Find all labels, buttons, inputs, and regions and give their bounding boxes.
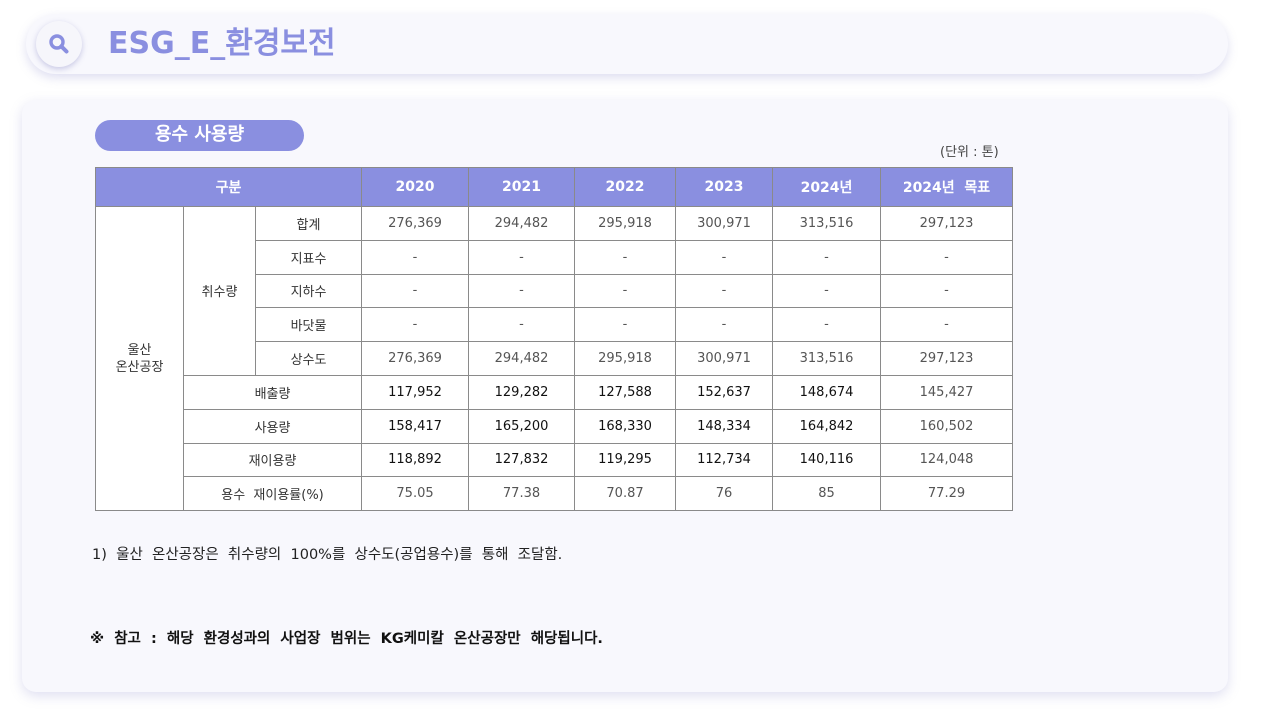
table-cell: 127,588 bbox=[574, 374, 677, 410]
page-title: ESG_E_환경보전 bbox=[108, 26, 336, 61]
table-cell: 297,123 bbox=[880, 341, 1014, 376]
footnote: 1) 울산 온산공장은 취수량의 100%를 상수도(공업용수)를 통해 조달함… bbox=[92, 547, 563, 563]
table-cell: 276,369 bbox=[361, 341, 470, 376]
header-year: 2021 bbox=[468, 167, 576, 207]
row-label: 용수 재이용률(%) bbox=[182, 476, 363, 512]
table-row: 사용량 158,417 165,200 168,330 148,334 164,… bbox=[96, 408, 1014, 444]
table-cell: - bbox=[468, 307, 576, 343]
table-cell: 77.29 bbox=[880, 476, 1014, 512]
table-cell: 70.87 bbox=[574, 476, 677, 512]
table-cell: 119,295 bbox=[574, 442, 677, 478]
table-cell: 276,369 bbox=[361, 206, 470, 241]
water-usage-table: 구분 2020 2021 2022 2023 2024년 2024년 목표 울산… bbox=[94, 167, 1014, 512]
content-card: 용수 사용량 (단위 : 톤) 구분 2020 2021 2022 2023 2… bbox=[22, 100, 1228, 692]
header-category: 구분 bbox=[94, 167, 363, 207]
table-cell: 164,842 bbox=[772, 408, 882, 444]
table-cell: - bbox=[675, 273, 774, 309]
row-label: 사용량 bbox=[182, 408, 363, 444]
table-cell: - bbox=[361, 307, 470, 343]
table-row: 울산 온산공장 취수량 합계 276,369 294,482 295,918 3… bbox=[95, 205, 1014, 512]
reference-note: ※ 참고 : 해당 환경성과의 사업장 범위는 KG케미칼 온산공장만 해당됩니… bbox=[90, 631, 603, 647]
row-label: 배출량 bbox=[182, 374, 363, 410]
header-year: 2023 bbox=[675, 167, 774, 207]
row-label: 재이용량 bbox=[182, 442, 363, 478]
row-label: 지표수 bbox=[254, 239, 363, 275]
table-cell: 300,971 bbox=[675, 341, 774, 376]
section-title: 용수 사용량 bbox=[95, 120, 304, 151]
table-cell: 77.38 bbox=[468, 476, 576, 512]
table-cell: 76 bbox=[675, 476, 774, 512]
table-cell: 313,516 bbox=[772, 206, 882, 241]
table-cell: - bbox=[574, 307, 677, 343]
table-cell: 127,832 bbox=[468, 442, 576, 478]
table-cell: 117,952 bbox=[361, 374, 470, 410]
table-cell: - bbox=[468, 239, 576, 275]
table-row: 용수 재이용률(%) 75.05 77.38 70.87 76 85 77.29 bbox=[96, 476, 1014, 512]
table-cell: 145,427 bbox=[880, 374, 1014, 410]
table-cell: 168,330 bbox=[574, 408, 677, 444]
table-cell: 313,516 bbox=[772, 341, 882, 376]
row-label: 상수도 bbox=[254, 341, 363, 376]
table-cell: - bbox=[468, 273, 576, 309]
table-header-row: 구분 2020 2021 2022 2023 2024년 2024년 목표 bbox=[94, 167, 1014, 207]
table-cell: - bbox=[361, 239, 470, 275]
table-row: 재이용량 118,892 127,832 119,295 112,734 140… bbox=[96, 442, 1014, 478]
table-cell: - bbox=[361, 273, 470, 309]
table-cell: - bbox=[880, 273, 1014, 309]
header-year: 2024년 bbox=[772, 167, 882, 207]
table-cell: 148,674 bbox=[772, 374, 882, 410]
table-cell: 85 bbox=[772, 476, 882, 512]
table-cell: - bbox=[772, 273, 882, 309]
row-label: 지하수 bbox=[254, 273, 363, 309]
table-cell: 294,482 bbox=[468, 206, 576, 241]
row-label: 합계 bbox=[254, 206, 363, 241]
table-cell: 112,734 bbox=[675, 442, 774, 478]
table-cell: 129,282 bbox=[468, 374, 576, 410]
table-cell: 294,482 bbox=[468, 341, 576, 376]
row-label: 바닷물 bbox=[254, 307, 363, 343]
table-cell: - bbox=[880, 239, 1014, 275]
unit-note: (단위 : 톤) bbox=[940, 145, 999, 160]
header-year: 2020 bbox=[361, 167, 470, 207]
search-button[interactable] bbox=[36, 21, 82, 67]
table-row: 배출량 117,952 129,282 127,588 152,637 148,… bbox=[96, 374, 1014, 410]
header-year: 2024년 목표 bbox=[880, 167, 1014, 207]
table-cell: 75.05 bbox=[361, 476, 470, 512]
table-cell: - bbox=[574, 273, 677, 309]
table-cell: - bbox=[675, 307, 774, 343]
header-bar: ESG_E_환경보전 bbox=[26, 14, 1228, 74]
table-cell: - bbox=[772, 239, 882, 275]
header-year: 2022 bbox=[574, 167, 677, 207]
table-cell: 160,502 bbox=[880, 408, 1014, 444]
table-cell: - bbox=[772, 307, 882, 343]
table-row: 상수도 276,369 294,482 295,918 300,971 313,… bbox=[96, 341, 1014, 376]
table-cell: 295,918 bbox=[574, 206, 677, 241]
table-cell: 152,637 bbox=[675, 374, 774, 410]
table-cell: 124,048 bbox=[880, 442, 1014, 478]
table-cell: - bbox=[574, 239, 677, 275]
table-cell: 118,892 bbox=[361, 442, 470, 478]
table-cell: 295,918 bbox=[574, 341, 677, 376]
table-cell: - bbox=[675, 239, 774, 275]
table-cell: 158,417 bbox=[361, 408, 470, 444]
table-cell: - bbox=[880, 307, 1014, 343]
intake-group-label: 취수량 bbox=[183, 206, 256, 376]
table-cell: 148,334 bbox=[675, 408, 774, 444]
table-row: 지표수 - - - - - - bbox=[96, 239, 1014, 275]
table-cell: 300,971 bbox=[675, 206, 774, 241]
table-cell: 297,123 bbox=[880, 206, 1014, 241]
table-cell: 165,200 bbox=[468, 408, 576, 444]
site-label: 울산 온산공장 bbox=[95, 205, 184, 512]
table-cell: 140,116 bbox=[772, 442, 882, 478]
search-icon bbox=[49, 34, 69, 54]
